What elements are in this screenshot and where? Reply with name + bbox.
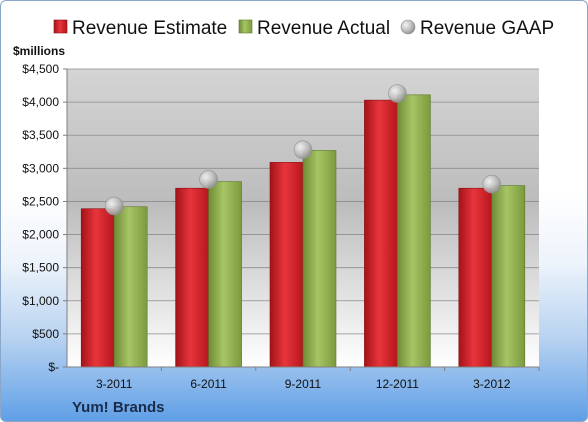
y-tick-label: $- [48, 360, 59, 374]
marker-gaap [104, 196, 124, 216]
bar-estimate [80, 208, 115, 368]
marker-gaap [482, 174, 502, 194]
marker-gaap [388, 84, 407, 103]
legend-label-estimate: Revenue Estimate [72, 18, 227, 39]
legend-swatch-estimate [53, 19, 68, 34]
y-tick-label: $3,500 [22, 128, 59, 142]
bar-estimate [175, 187, 209, 368]
marker-gaap [199, 170, 218, 189]
x-category-label: 3-2012 [473, 377, 511, 391]
legend-label-gaap: Revenue GAAP [420, 18, 554, 39]
y-tick-label: $500 [32, 327, 59, 341]
bar-actual [302, 150, 337, 368]
bar-estimate [364, 99, 398, 368]
bar-estimate [269, 162, 304, 368]
marker-gaap [293, 140, 313, 160]
unit-label: $millions [13, 44, 65, 58]
gaap-markers [104, 84, 502, 216]
legend-swatch-actual [238, 19, 253, 34]
x-category-label: 9-2011 [285, 377, 322, 391]
bar-actual [113, 206, 148, 368]
x-category-label: 6-2011 [190, 377, 227, 391]
y-tick-label: $3,000 [22, 161, 59, 175]
bars [80, 94, 526, 368]
x-category-label: 12-2011 [376, 377, 419, 391]
bar-estimate [458, 187, 493, 368]
legend: Revenue Estimate Revenue Actual Revenue … [53, 18, 554, 39]
bar-actual [208, 181, 242, 368]
company-label: Yum! Brands [72, 399, 165, 416]
y-tick-label: $2,000 [22, 228, 59, 242]
y-tick-label: $4,500 [22, 62, 59, 76]
y-tick-label: $2,500 [22, 194, 59, 208]
y-tick-label: $4,000 [22, 95, 59, 109]
y-tick-label: $1,000 [22, 294, 59, 308]
y-tick-label: $1,500 [22, 261, 59, 275]
legend-label-actual: Revenue Actual [257, 18, 390, 39]
y-axis-ticks: $- $500 $1,000 $1,500 $2,000 $2,500 $3,000 $3,5… [22, 62, 67, 374]
legend-marker-gaap [400, 19, 416, 35]
bar-actual [491, 185, 526, 368]
x-axis-categories: 3-2011 6-2011 9-2011 12-2011 3-2012 [96, 367, 540, 391]
x-category-label: 3-2011 [96, 377, 133, 391]
bar-actual [397, 94, 431, 368]
